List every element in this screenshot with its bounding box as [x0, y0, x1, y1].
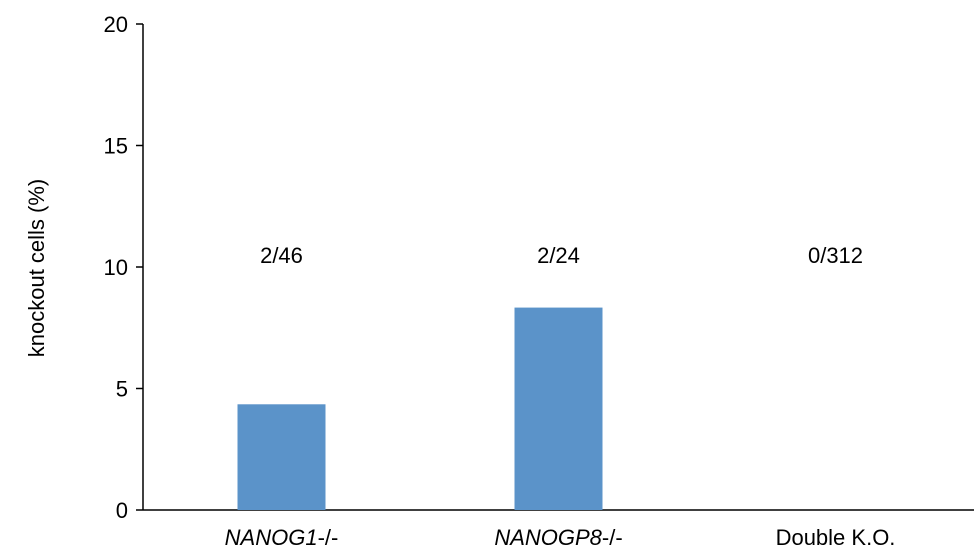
y-tick-label: 0: [116, 498, 128, 523]
x-tick-label: NANOG1-/-: [225, 525, 339, 550]
bar: [237, 404, 326, 510]
y-tick-label: 15: [104, 134, 128, 159]
bar-annotation: 2/46: [260, 243, 303, 268]
x-tick-label: NANOGP8-/-: [494, 525, 622, 550]
y-tick-label: 10: [104, 255, 128, 280]
y-tick-label: 5: [116, 377, 128, 402]
bar: [514, 307, 603, 510]
y-tick-label: 20: [104, 12, 128, 37]
x-tick-label: Double K.O.: [776, 525, 896, 550]
y-axis-title: knockout cells (%): [24, 179, 49, 358]
bar-annotation: 0/312: [808, 243, 863, 268]
plot-area: 0 5 10 15 20 2/46 NANOG1-/- 2/24 NANOGP8-/- 0/312…: [104, 12, 974, 550]
bar-annotation: 2/24: [537, 243, 580, 268]
